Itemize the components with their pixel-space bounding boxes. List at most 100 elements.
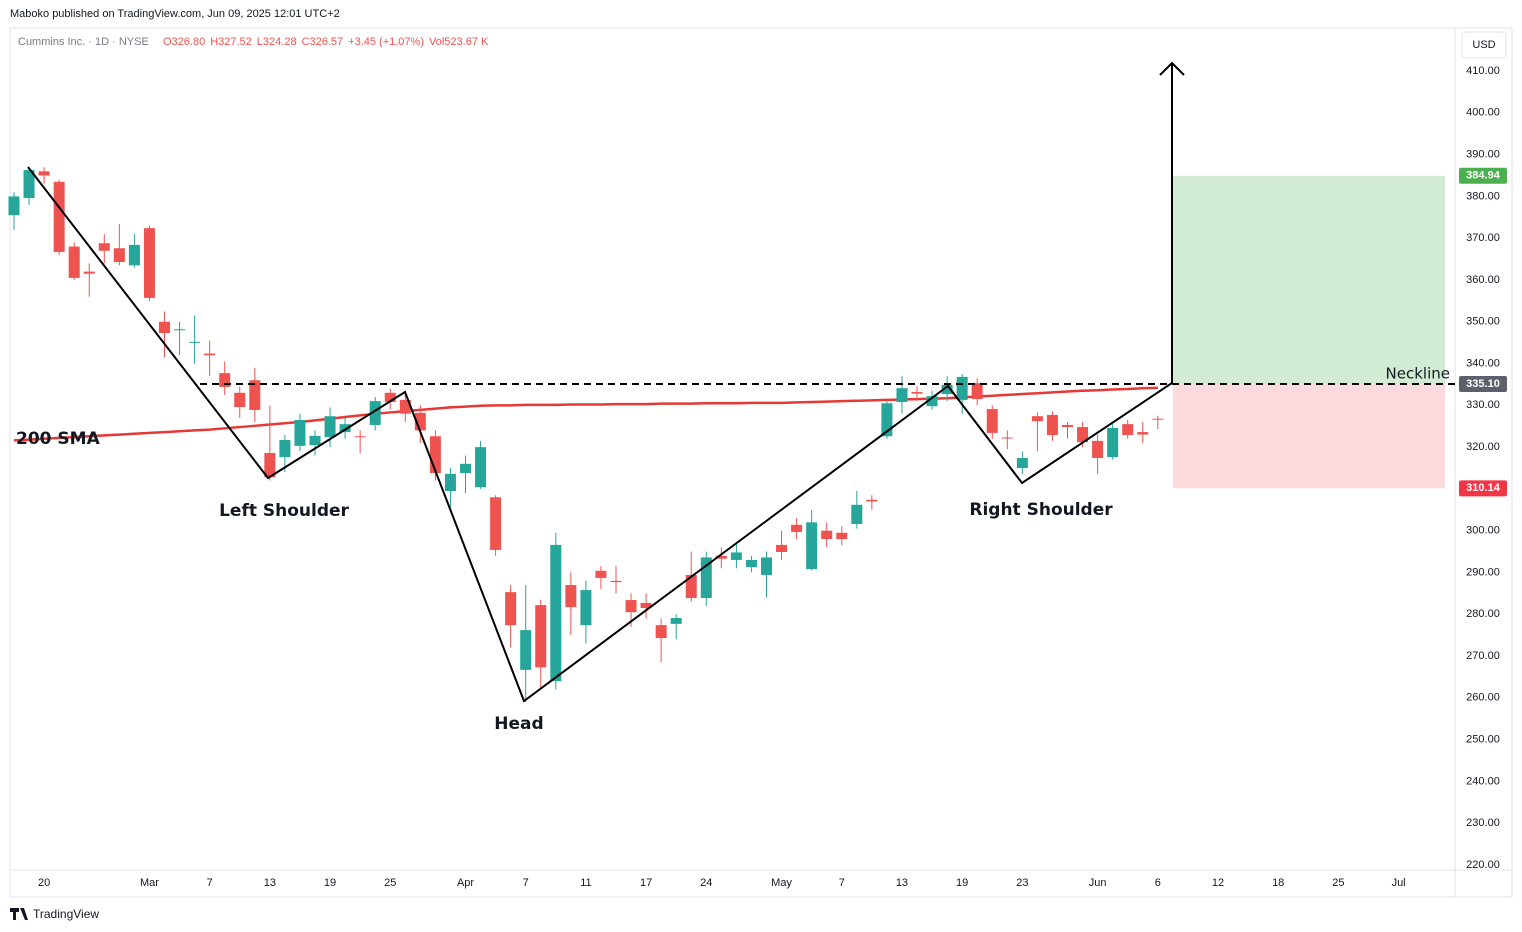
price-badge [1459, 376, 1507, 393]
ohlc-header: O326.80 H327.52 L324.28 C326.57 +3.45 (+1.07… [163, 36, 489, 48]
candle-body [791, 524, 803, 532]
candle-body [189, 341, 201, 343]
y-tick-label: 220.00 [1466, 859, 1500, 871]
pattern-lines [27, 63, 1173, 703]
currency-box[interactable] [1461, 31, 1507, 59]
x-tick-label: 20 [38, 877, 50, 889]
y-tick-label: 350.00 [1466, 316, 1500, 328]
x-tick-label: 7 [523, 877, 529, 889]
candle-body [1031, 416, 1043, 422]
candle-body [309, 435, 321, 446]
candle-body [1107, 427, 1119, 458]
annotation: Head [494, 714, 543, 734]
candle-body [1001, 437, 1013, 439]
y-tick-label: 300.00 [1466, 525, 1500, 537]
y-tick-label: 410.00 [1466, 65, 1500, 77]
x-tick-label: 23 [1016, 877, 1028, 889]
candle-body [23, 170, 35, 199]
candle-body [1137, 432, 1149, 435]
candle-body [294, 419, 306, 446]
x-tick-label: 7 [839, 877, 845, 889]
candle-body [881, 403, 893, 437]
ohlc-value: C326.57 [302, 36, 344, 48]
candle-body [896, 388, 908, 402]
candle-body [926, 396, 938, 407]
candle-body [685, 574, 697, 598]
candle-body [399, 399, 411, 414]
x-tick-label: 7 [207, 877, 213, 889]
candle-body [174, 329, 186, 331]
candle-body [1077, 427, 1089, 443]
y-tick-label: 270.00 [1466, 650, 1500, 662]
x-tick-label: 6 [1155, 877, 1161, 889]
candles [8, 167, 1164, 703]
x-tick-label: 12 [1212, 877, 1224, 889]
candle-body [1016, 457, 1028, 469]
candle-body [941, 384, 953, 395]
sma-line [13, 386, 1158, 442]
x-tick-label: Jun [1089, 877, 1107, 889]
ohlc-value: H327.52 [210, 36, 252, 48]
candle-body [143, 228, 155, 298]
x-tick-label: 19 [324, 877, 336, 889]
candle-body [761, 557, 772, 575]
candle-body [159, 321, 170, 334]
candle-body [745, 559, 757, 568]
candle-body [249, 380, 261, 410]
candle-body [655, 625, 667, 639]
y-tick-label: 340.00 [1466, 357, 1500, 369]
position-boxes [1173, 175, 1445, 489]
candle-body [490, 497, 502, 550]
candle-body [520, 630, 532, 670]
price-axis: 410.00 400.00 390.00 380.00 370.00 360.00 350.… [1466, 65, 1500, 871]
candle-body [610, 580, 622, 583]
x-tick-label: Mar [140, 877, 159, 889]
brand: TradingView [33, 907, 99, 921]
candle-body [565, 585, 577, 608]
x-tick-label: Jul [1392, 877, 1406, 889]
x-tick-label: May [771, 877, 792, 889]
candle-body [128, 244, 140, 266]
price-badge [1459, 167, 1507, 184]
candle-body [535, 605, 547, 668]
candle-body [264, 452, 276, 478]
y-tick-label: 320.00 [1466, 441, 1500, 453]
candle-body [354, 436, 366, 438]
x-tick-label: 13 [264, 877, 276, 889]
candle-body [971, 383, 983, 400]
symbol: Cummins Inc. · 1D · NYSE [18, 36, 149, 48]
candle-body [234, 392, 246, 408]
candle-body [38, 171, 50, 176]
x-tick-label: 25 [384, 877, 396, 889]
candle-body [625, 600, 637, 613]
x-tick-label: 11 [580, 877, 591, 889]
candle-body [730, 552, 742, 560]
price-badge-label: 335.10 [1466, 378, 1500, 390]
y-tick-label: 290.00 [1466, 566, 1500, 578]
y-tick-label: 380.00 [1466, 190, 1500, 202]
x-tick-label: 18 [1272, 877, 1284, 889]
candle-body [113, 248, 125, 263]
candle-body [595, 570, 607, 578]
ohlc-value: L324.28 [257, 36, 297, 48]
candle-body [279, 440, 291, 458]
x-tick-label: Apr [457, 877, 474, 889]
candle-body [8, 196, 20, 216]
candle-body [444, 473, 456, 491]
candle-body [670, 618, 682, 624]
candle-body [1092, 440, 1104, 458]
candle-body [715, 555, 727, 559]
candle-body [776, 544, 788, 553]
candle-body [475, 447, 487, 488]
price-badge-label: 384.94 [1466, 170, 1501, 182]
candle-body [836, 532, 848, 540]
candle-body [821, 530, 833, 540]
arrow-head [1159, 61, 1185, 76]
candle-body [1046, 414, 1058, 436]
y-tick-label: 370.00 [1466, 232, 1500, 244]
candle-body [429, 436, 441, 474]
candle-body [806, 522, 818, 570]
candle-body [414, 412, 426, 431]
x-tick-label: 25 [1332, 877, 1344, 889]
